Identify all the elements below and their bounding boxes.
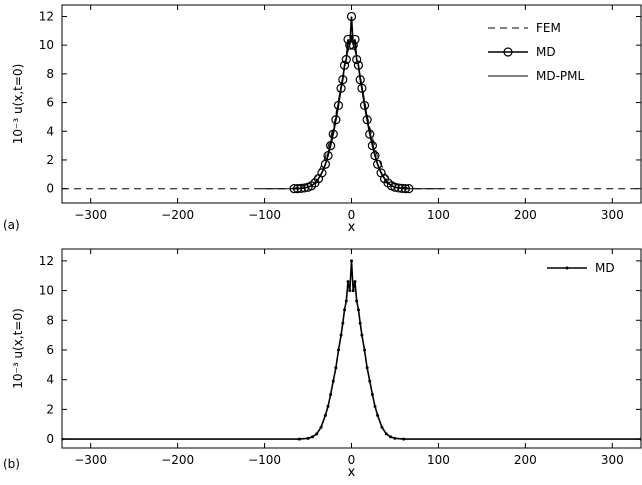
md-data-point [350, 259, 353, 263]
md-data-point [356, 308, 360, 312]
md-data-point [384, 432, 388, 436]
md-data-point [389, 435, 393, 439]
md-data-point [360, 333, 364, 337]
md-data-point [336, 348, 340, 352]
y-tick-label: 0 [46, 432, 54, 446]
md-data-point [297, 437, 301, 441]
y-tick-label: 6 [46, 96, 54, 110]
x-axis-label: x [348, 465, 356, 480]
y-tick-label: 8 [46, 67, 54, 81]
md-data-point [368, 379, 372, 383]
md-data-point [352, 54, 362, 65]
md-data-point [402, 437, 406, 441]
x-tick-label: 200 [514, 453, 537, 467]
x-tick-label: 100 [427, 208, 450, 222]
md-data-point [348, 289, 352, 293]
md-data-point [315, 432, 319, 436]
x-axis-label: x [348, 220, 356, 235]
y-tick-label: 10 [39, 38, 54, 52]
y-tick-label: 10 [39, 284, 54, 298]
md-data-point [310, 435, 314, 439]
y-tick-label: 2 [46, 153, 54, 167]
x-tick-label: 300 [601, 453, 624, 467]
x-tick-label: −200 [161, 208, 194, 222]
legend-label-md: MD [536, 45, 556, 59]
md-data-point [363, 348, 367, 352]
md-data-point [380, 425, 384, 429]
series-line-md [62, 260, 641, 440]
panel-a: −300 −200 −100 0 100 200 300 0 2 4 6 8 10 12 x 10⁻³ u(x… [3, 4, 642, 235]
y-tick-label: 8 [46, 313, 54, 327]
x-tick-label: 200 [514, 208, 537, 222]
md-data-point [323, 413, 327, 417]
md-data-point [339, 333, 343, 337]
md-data-point [353, 280, 357, 284]
x-tick-label: 0 [348, 208, 356, 222]
md-data-point [331, 379, 335, 383]
md-data-point [319, 425, 323, 429]
legend-label-md: MD [595, 261, 615, 275]
x-tick-label: −300 [74, 208, 107, 222]
md-data-point [317, 168, 327, 178]
md-data-point [326, 404, 330, 408]
plot-frame [61, 248, 642, 449]
md-data-point [372, 159, 383, 169]
md-data-point [351, 289, 355, 293]
md-data-point [639, 437, 641, 441]
md-data-point [346, 11, 357, 22]
md-data-point [344, 299, 348, 303]
panel-label: (b) [3, 457, 20, 471]
series-group [62, 259, 641, 441]
y-axis-label: 10⁻³ u(x,t=0) [11, 64, 25, 145]
x-tick-label: −100 [248, 208, 281, 222]
y-tick-label: 12 [39, 9, 54, 23]
x-tick-label: 0 [348, 453, 356, 467]
x-tick-label: 300 [601, 208, 624, 222]
y-tick-label: 0 [46, 182, 54, 196]
series-line-md-pml [260, 34, 443, 190]
x-tick-label: −200 [161, 453, 194, 467]
y-tick-label: 4 [46, 373, 54, 387]
md-data-point [393, 436, 397, 440]
y-tick-label: 2 [46, 402, 54, 416]
md-data-point [341, 321, 345, 325]
md-data-point [370, 393, 374, 397]
panel-label: (a) [3, 218, 20, 232]
legend-label-fem: FEM [536, 21, 561, 35]
y-tick-label: 6 [46, 343, 54, 357]
md-data-point [62, 437, 64, 441]
md-data-point [320, 159, 331, 169]
md-data-point [355, 299, 359, 303]
md-data-point [376, 413, 380, 417]
legend-marker [503, 47, 513, 57]
y-tick-label: 12 [39, 254, 54, 268]
md-data-point [341, 54, 351, 65]
panel-b: −300 −200 −100 0 100 200 300 0 2 4 6 8 10 12 x 10⁻³ u(x… [3, 248, 642, 480]
md-data-point [373, 404, 377, 408]
md-data-point [329, 393, 333, 397]
series-group [62, 11, 641, 194]
series-line-fem [62, 36, 641, 190]
md-data-point [365, 366, 369, 370]
md-data-point [343, 308, 347, 312]
md-data-point [334, 366, 338, 370]
legend-label-md-pml: MD-PML [536, 69, 585, 83]
y-axis-label: 10⁻³ u(x,t=0) [11, 308, 25, 389]
x-tick-label: −300 [74, 453, 107, 467]
legend-marker [565, 266, 569, 270]
y-tick-label: 4 [46, 124, 54, 138]
x-tick-label: −100 [248, 453, 281, 467]
md-data-point [346, 280, 350, 284]
md-data-point [306, 436, 310, 440]
x-tick-label: 100 [427, 453, 450, 467]
md-data-point [358, 321, 362, 325]
